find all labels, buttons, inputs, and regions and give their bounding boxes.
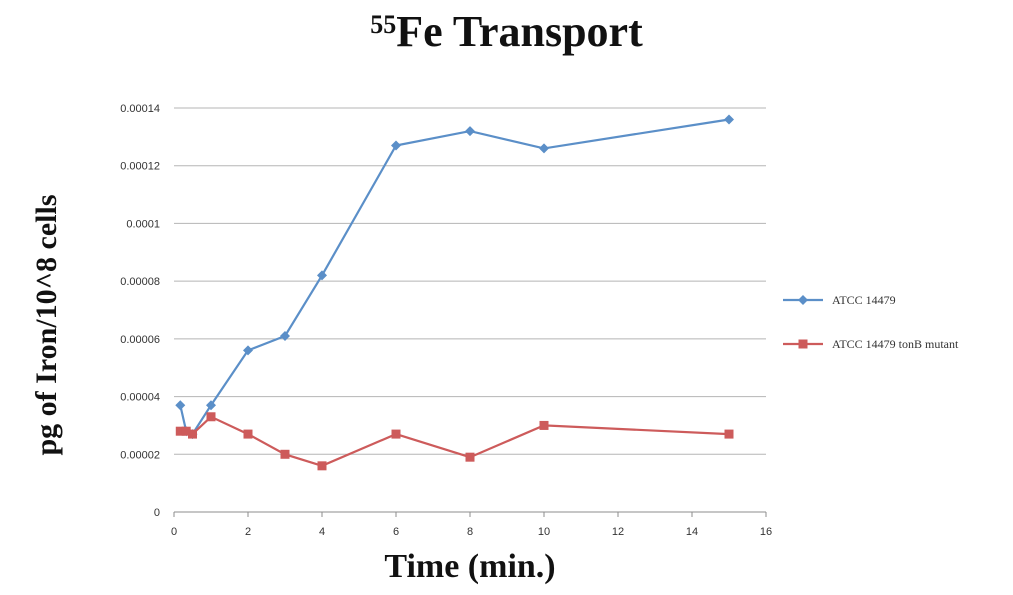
legend-marker [798,339,808,349]
y-tick-label: 0.00004 [120,392,160,404]
data-point [317,270,327,281]
legend-label: ATCC 14479 [832,293,896,307]
x-tick-label: 2 [245,526,251,538]
x-tick-label: 10 [538,526,550,538]
y-tick-label: 0.00006 [120,334,160,346]
data-point [175,426,185,436]
y-tick-labels: 0 0.00002 0.00004 0.00006 0.00008 0.0001 0.000… [120,103,160,519]
data-point [181,426,191,436]
title-text: Fe Transport [396,7,643,56]
y-tick-label: 0.0001 [126,218,160,230]
data-point [317,461,327,471]
data-point [391,140,401,151]
y-tick-label: 0 [154,507,160,519]
x-tick-label: 0 [171,526,177,538]
legend: ATCC 14479 ATCC 14479 tonB mutant [783,293,959,351]
x-tick-labels: 0 2 4 6 8 10 12 14 16 [171,526,772,538]
data-point [206,400,216,411]
series-layer [175,114,734,471]
x-tick-label: 8 [467,526,473,538]
data-point [175,400,186,411]
data-point [243,429,253,439]
y-tick-label: 0.00012 [120,161,160,173]
axes [173,511,767,517]
data-point [539,420,549,430]
x-tick-label: 16 [760,526,772,538]
x-tick-label: 6 [393,526,399,538]
y-tick-label: 0.00002 [120,449,160,461]
data-point [188,429,197,439]
legend-marker [798,295,808,305]
x-axis-label: Time (min.) [384,548,556,585]
y-axis-label: pg of Iron/10^8 cells [30,194,63,456]
y-tick-label: 0.00008 [120,276,160,288]
series-line-1 [179,118,730,436]
data-point [465,126,475,137]
data-point [391,429,401,439]
data-point [280,449,290,459]
data-point [465,452,475,462]
data-point [206,412,216,422]
title-superscript: 55 [370,10,397,39]
data-point [724,114,734,125]
data-point [280,330,290,341]
x-tick-label: 14 [686,526,698,538]
x-tick-label: 12 [612,526,624,538]
chart-title: 55Fe Transport [0,6,1013,57]
grid-lines [174,107,766,455]
y-tick-label: 0.00014 [120,103,160,115]
legend-entry-1: ATCC 14479 [783,293,896,307]
legend-entry-2: ATCC 14479 tonB mutant [783,337,959,351]
data-point [724,429,734,439]
legend-label: ATCC 14479 tonB mutant [832,337,959,351]
data-point [539,143,549,154]
series-line-2 [180,415,730,467]
x-tick-label: 4 [319,526,325,538]
data-point [243,345,253,356]
